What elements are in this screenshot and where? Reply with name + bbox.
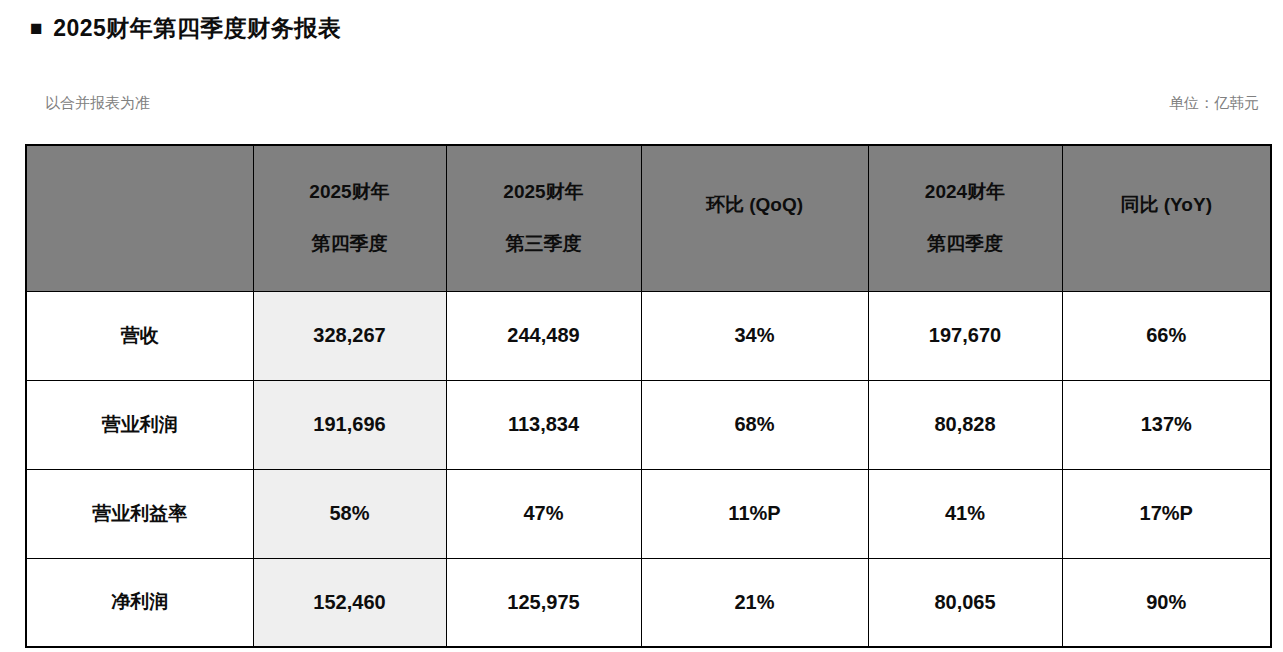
cell-net-profit-fy2025-q3: 125,975 [446, 558, 641, 647]
note-consolidated-basis: 以合并报表为准 [45, 94, 150, 113]
header-line: 环比 (QoQ) [706, 192, 803, 218]
cell-op-margin-fy2024-q4: 41% [868, 469, 1062, 558]
cell-op-margin-fy2025-q4: 58% [253, 469, 446, 558]
page-title-text: 2025财年第四季度财务报表 [53, 13, 341, 44]
table-row-operating-profit: 营业利润 191,696 113,834 68% 80,828 137% [26, 380, 1271, 469]
header-line: 第四季度 [927, 231, 1003, 257]
row-label: 营业利润 [26, 380, 253, 469]
page-title: ■ 2025财年第四季度财务报表 [30, 13, 1283, 44]
row-label: 营业利益率 [26, 469, 253, 558]
header-line: 同比 (YoY) [1121, 192, 1212, 218]
header-line-stack: 同比 (YoY) [1063, 192, 1271, 244]
cell-op-profit-fy2025-q3: 113,834 [446, 380, 641, 469]
note-unit-label: 单位：亿韩元 [1169, 94, 1259, 113]
column-header-yoy: 同比 (YoY) [1062, 145, 1271, 291]
cell-net-profit-fy2025-q4: 152,460 [253, 558, 446, 647]
cell-op-profit-fy2025-q4: 191,696 [253, 380, 446, 469]
header-line: 第三季度 [506, 231, 582, 257]
cell-op-profit-yoy: 137% [1062, 380, 1271, 469]
row-label: 营收 [26, 291, 253, 380]
column-header-qoq: 环比 (QoQ) [641, 145, 868, 291]
header-line: 2025财年 [309, 179, 389, 205]
column-header-fy2025-q4: 2025财年 第四季度 [253, 145, 446, 291]
row-label: 净利润 [26, 558, 253, 647]
header-line-stack: 2025财年 第四季度 [254, 179, 446, 257]
cell-op-margin-yoy: 17%P [1062, 469, 1271, 558]
table-row-net-profit: 净利润 152,460 125,975 21% 80,065 90% [26, 558, 1271, 647]
report-page: ■ 2025财年第四季度财务报表 以合并报表为准 单位：亿韩元 2025财年 第… [0, 13, 1283, 652]
column-header-fy2024-q4: 2024财年 第四季度 [868, 145, 1062, 291]
column-header-empty [26, 145, 253, 291]
cell-net-profit-fy2024-q4: 80,065 [868, 558, 1062, 647]
header-line: 2025财年 [503, 179, 583, 205]
column-header-fy2025-q3: 2025财年 第三季度 [446, 145, 641, 291]
financial-table: 2025财年 第四季度 2025财年 第三季度 环比 (QoQ) [25, 144, 1272, 648]
table-header-row: 2025财年 第四季度 2025财年 第三季度 环比 (QoQ) [26, 145, 1271, 291]
title-bullet-square-icon: ■ [30, 17, 43, 38]
cell-op-profit-qoq: 68% [641, 380, 868, 469]
table-row-operating-margin: 营业利益率 58% 47% 11%P 41% 17%P [26, 469, 1271, 558]
header-line: 2024财年 [925, 179, 1005, 205]
header-line-stack: 环比 (QoQ) [642, 192, 868, 244]
table-notes: 以合并报表为准 单位：亿韩元 [45, 94, 1259, 113]
cell-revenue-fy2025-q4: 328,267 [253, 291, 446, 380]
cell-revenue-fy2024-q4: 197,670 [868, 291, 1062, 380]
cell-revenue-qoq: 34% [641, 291, 868, 380]
cell-revenue-fy2025-q3: 244,489 [446, 291, 641, 380]
cell-op-margin-qoq: 11%P [641, 469, 868, 558]
header-line: 第四季度 [312, 231, 388, 257]
cell-op-margin-fy2025-q3: 47% [446, 469, 641, 558]
cell-net-profit-yoy: 90% [1062, 558, 1271, 647]
cell-op-profit-fy2024-q4: 80,828 [868, 380, 1062, 469]
header-line-stack: 2024财年 第四季度 [869, 179, 1062, 257]
table-row-revenue: 营收 328,267 244,489 34% 197,670 66% [26, 291, 1271, 380]
cell-revenue-yoy: 66% [1062, 291, 1271, 380]
cell-net-profit-qoq: 21% [641, 558, 868, 647]
header-line-stack: 2025财年 第三季度 [447, 179, 641, 257]
